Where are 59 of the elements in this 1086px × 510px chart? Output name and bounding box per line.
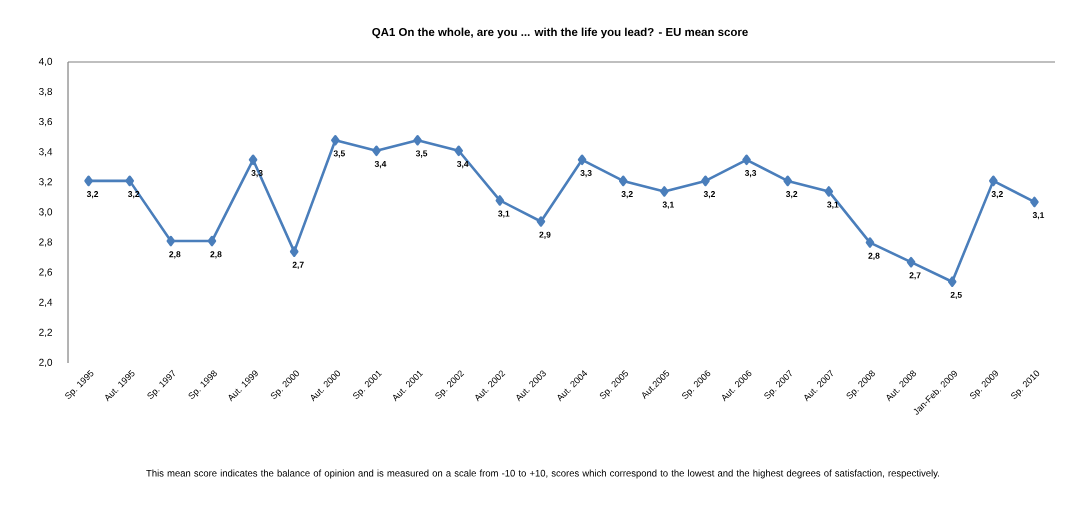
y-tick-label: 2,0 xyxy=(39,358,53,368)
y-tick-label: 3,0 xyxy=(39,208,53,217)
point xyxy=(84,175,93,187)
data-label: 3,1 xyxy=(498,210,510,218)
data-label: 3,1 xyxy=(827,201,839,209)
y-tick-label: 2,4 xyxy=(39,298,53,307)
point xyxy=(248,154,258,166)
chart-title: QA1 On the whole, are you ... with the life you lead? - EU mean score xyxy=(372,27,748,39)
data-label: 2,8 xyxy=(169,251,181,259)
text: This mean score indicates the balance of opinion and is measured on a scale from -10 to +10, scores which correspond to the lowest and the highest degrees of satisfaction, respectively. xyxy=(146,469,939,479)
y-tick-label: 2,6 xyxy=(39,268,53,277)
y-tick-label: 2,8 xyxy=(39,238,53,247)
point xyxy=(989,175,998,187)
data-label: 3,3 xyxy=(580,169,592,178)
y-tick-label: 3,2 xyxy=(39,178,52,187)
data-label: 2,8 xyxy=(210,251,222,259)
data-label: 2,7 xyxy=(292,261,304,269)
data-label: 3,2 xyxy=(621,191,633,199)
y-tick-label: 3,6 xyxy=(39,118,53,127)
point xyxy=(783,175,792,187)
data-label: 2,9 xyxy=(539,231,551,239)
point xyxy=(413,134,422,146)
point xyxy=(372,145,381,157)
point xyxy=(618,175,628,187)
data-label: 3,2 xyxy=(86,191,99,199)
point xyxy=(824,186,834,197)
data-label: 3,2 xyxy=(991,191,1003,199)
y-tick-label: 3,4 xyxy=(39,148,53,157)
point xyxy=(495,195,505,206)
data-label: 2,7 xyxy=(909,272,921,280)
point xyxy=(331,134,340,146)
point xyxy=(947,276,957,287)
y-tick-label: 4,0 xyxy=(38,57,53,67)
data-label: 3,3 xyxy=(744,169,757,178)
point xyxy=(289,246,299,257)
data-label: 2,8 xyxy=(868,252,880,260)
point xyxy=(742,154,751,166)
data-label: 3,5 xyxy=(415,150,428,158)
point xyxy=(701,175,710,187)
point xyxy=(454,145,463,157)
data-label: 3,4 xyxy=(457,160,469,169)
y-tick-label: 2,2 xyxy=(39,328,52,338)
data-label: 3,2 xyxy=(786,191,798,199)
data-label: 2,5 xyxy=(950,291,962,300)
point xyxy=(207,235,217,247)
point xyxy=(660,186,669,197)
y-tick-label: 3,8 xyxy=(39,87,53,97)
data-label: 3,1 xyxy=(1032,212,1045,220)
point xyxy=(906,256,916,268)
data-label: 3,4 xyxy=(374,160,387,169)
point xyxy=(166,235,176,247)
point xyxy=(865,237,875,248)
point xyxy=(1030,196,1039,208)
data-label: 3,1 xyxy=(662,201,674,209)
data-label: 3,5 xyxy=(333,150,345,158)
data-label: 3,2 xyxy=(703,191,715,199)
point xyxy=(125,175,134,187)
point xyxy=(536,216,546,227)
point xyxy=(577,154,587,166)
